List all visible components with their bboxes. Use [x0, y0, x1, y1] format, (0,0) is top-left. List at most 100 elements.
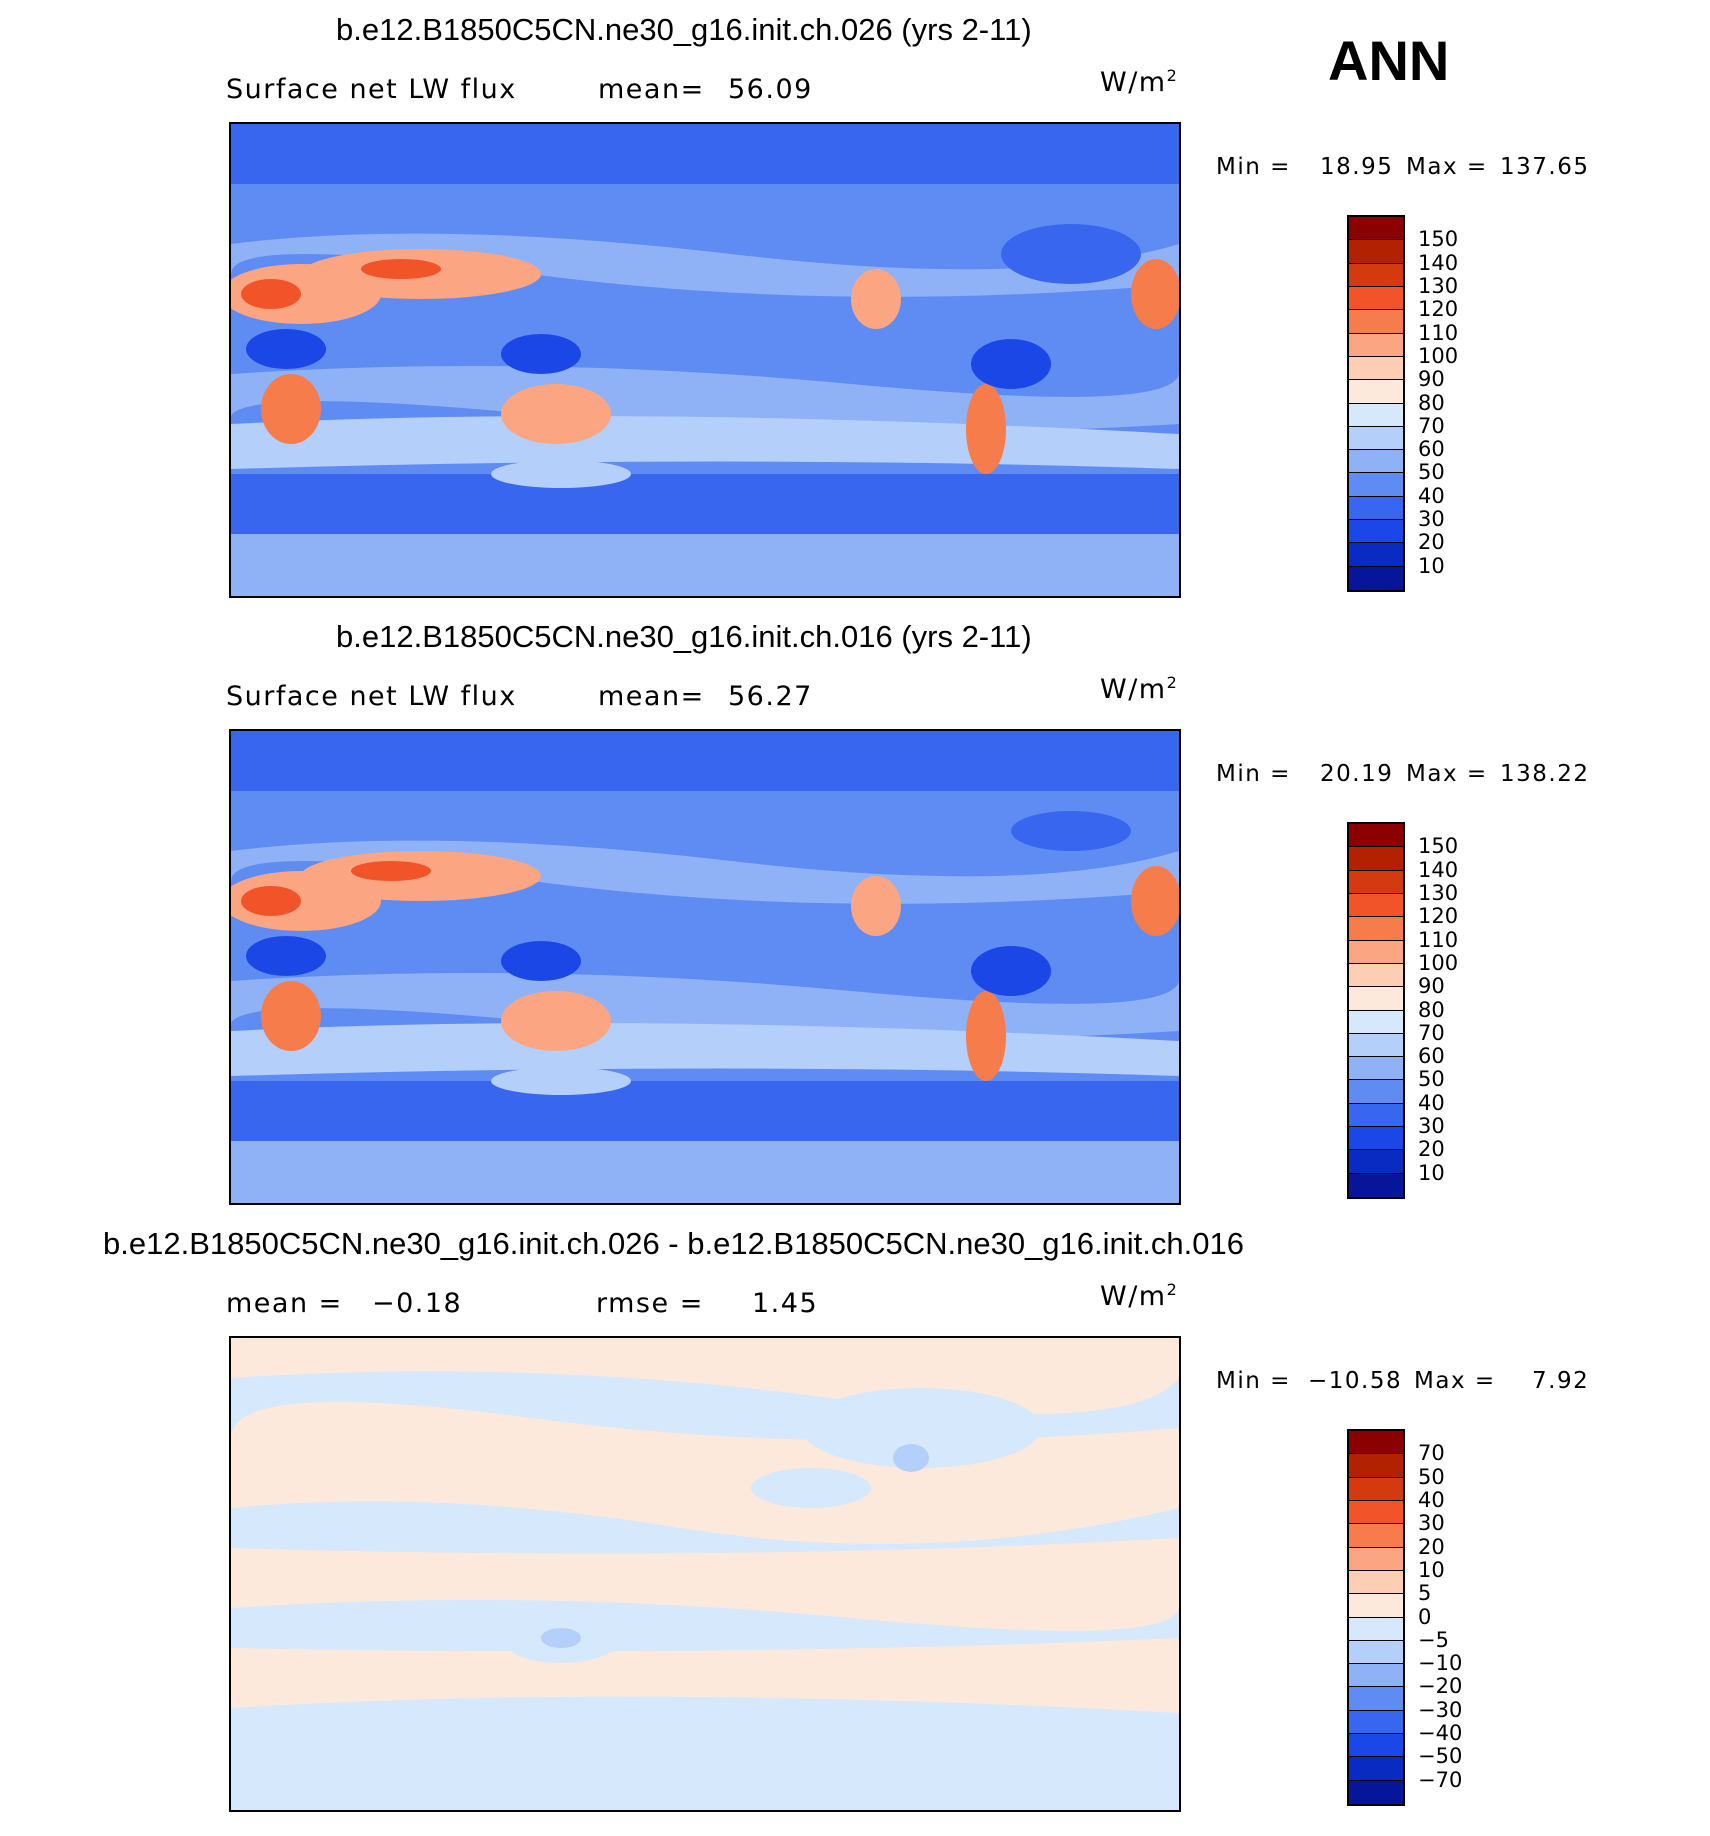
panel1-colorbar-label: 130: [1418, 273, 1459, 298]
panel3-colorbar-cell: [1349, 1524, 1403, 1548]
panel2-colorbar-cell: [1349, 963, 1403, 988]
panel2-colorbar-label: 120: [1418, 904, 1459, 929]
season-label: ANN: [1328, 29, 1450, 92]
panel2-colorbar-label: 10: [1418, 1160, 1445, 1185]
panel2-colorbar-cell: [1349, 1033, 1403, 1058]
panel1-colorbar-label: 50: [1418, 460, 1445, 485]
panel1-max-value: 137.65: [1500, 154, 1590, 180]
panel3-colorbar-cell: [1349, 1757, 1403, 1781]
panel3-colorbar-label: −10: [1418, 1651, 1463, 1676]
panel2-colorbar-label: 150: [1418, 834, 1459, 859]
panel2-colorbar-label: 80: [1418, 997, 1445, 1022]
panel1-colorbar-cell: [1349, 473, 1403, 497]
panel2-colorbar-label: 130: [1418, 880, 1459, 905]
panel3-colorbar-label: −50: [1418, 1744, 1463, 1769]
panel3-colorbar-label: −70: [1418, 1767, 1463, 1792]
panel1-colorbar-label: 10: [1418, 553, 1445, 578]
panel2-colorbar-label: 110: [1418, 927, 1459, 952]
panel2-map: [229, 729, 1181, 1205]
panel1-min-label: Min =: [1216, 154, 1291, 180]
panel1-colorbar-cell: [1349, 310, 1403, 334]
panel2-colorbar-cell: [1349, 824, 1403, 848]
panel1-title: b.e12.B1850C5CN.ne30_g16.init.ch.026 (yr…: [336, 12, 1032, 47]
panel3-colorbar-label: −40: [1418, 1721, 1463, 1746]
panel1-colorbar-cell: [1349, 520, 1403, 544]
panel1-colorbar: [1347, 215, 1405, 592]
panel2-max-label: Max =: [1406, 761, 1488, 787]
panel3-title: b.e12.B1850C5CN.ne30_g16.init.ch.026 - b…: [103, 1226, 1244, 1261]
panel1-colorbar-cell: [1349, 403, 1403, 427]
panel3-rmse-label: rmse =: [596, 1288, 704, 1319]
panel3-colorbar-cell: [1349, 1594, 1403, 1618]
panel1-colorbar-cell: [1349, 356, 1403, 381]
panel1-colorbar-label: 100: [1418, 343, 1459, 368]
panel1-colorbar-label: 120: [1418, 297, 1459, 322]
panel1-colorbar-label: 140: [1418, 250, 1459, 275]
panel2-colorbar-cell: [1349, 1103, 1403, 1128]
panel3-mean-value: −0.18: [372, 1288, 463, 1319]
panel2-colorbar-cell: [1349, 1010, 1403, 1034]
panel3-colorbar-cell: [1349, 1500, 1403, 1525]
panel3-min-label: Min =: [1216, 1368, 1291, 1394]
panel2-field-label: Surface net LW flux: [226, 681, 517, 712]
panel2-colorbar-cell: [1349, 1173, 1403, 1197]
panel2-min-value: 20.19: [1320, 761, 1394, 787]
panel3-colorbar-cell: [1349, 1547, 1403, 1571]
panel1-map: [229, 122, 1181, 598]
panel1-colorbar-cell: [1349, 240, 1403, 264]
panel2-colorbar-cell: [1349, 847, 1403, 871]
panel1-colorbar-label: 60: [1418, 437, 1445, 462]
panel1-colorbar-label: 80: [1418, 390, 1445, 415]
panel2-colorbar-label: 60: [1418, 1044, 1445, 1069]
panel2-colorbar-cell: [1349, 870, 1403, 894]
panel2-mean-value: 56.27: [728, 681, 813, 712]
panel2-title: b.e12.B1850C5CN.ne30_g16.init.ch.016 (yr…: [336, 619, 1032, 654]
panel3-colorbar-cell: [1349, 1780, 1403, 1804]
panel3-max-value: 7.92: [1532, 1368, 1590, 1394]
panel2-colorbar-cell: [1349, 917, 1403, 941]
panel1-colorbar-label: 30: [1418, 507, 1445, 532]
panel1-colorbar-cell: [1349, 286, 1403, 311]
panel2-colorbar-label: 30: [1418, 1114, 1445, 1139]
panel1-colorbar-label: 110: [1418, 320, 1459, 345]
panel3-max-label: Max =: [1414, 1368, 1496, 1394]
panel1-units: W/m2: [1100, 66, 1179, 98]
panel1-colorbar-label: 150: [1418, 227, 1459, 252]
panel1-colorbar-label: 90: [1418, 367, 1445, 392]
panel2-colorbar-cell: [1349, 1080, 1403, 1104]
panel3-mean-label: mean =: [226, 1288, 343, 1319]
panel3-colorbar-label: −30: [1418, 1697, 1463, 1722]
panel2-max-value: 138.22: [1500, 761, 1590, 787]
panel2-min-label: Min =: [1216, 761, 1291, 787]
panel3-colorbar-cell: [1349, 1710, 1403, 1735]
panel3-colorbar-label: −20: [1418, 1674, 1463, 1699]
panel2-colorbar-label: 20: [1418, 1137, 1445, 1162]
panel2-mean-label: mean=: [598, 681, 705, 712]
panel2-colorbar-cell: [1349, 893, 1403, 918]
panel3-colorbar-cell: [1349, 1640, 1403, 1665]
panel3-colorbar-label: 5: [1418, 1581, 1432, 1606]
panel1-colorbar-cell: [1349, 496, 1403, 521]
panel1-colorbar-cell: [1349, 263, 1403, 287]
panel3-colorbar-label: 30: [1418, 1511, 1445, 1536]
panel1-colorbar-label: 40: [1418, 483, 1445, 508]
panel3-colorbar-cell: [1349, 1570, 1403, 1595]
panel1-colorbar-cell: [1349, 566, 1403, 590]
panel1-colorbar-cell: [1349, 543, 1403, 567]
panel1-mean-label: mean=: [598, 74, 705, 105]
panel2-colorbar-cell: [1349, 1057, 1403, 1081]
panel2-colorbar-cell: [1349, 940, 1403, 964]
panel3-colorbar-cell: [1349, 1477, 1403, 1501]
panel2-colorbar-label: 100: [1418, 950, 1459, 975]
panel3-colorbar-label: 10: [1418, 1557, 1445, 1582]
panel1-min-value: 18.95: [1320, 154, 1394, 180]
panel3-colorbar-cell: [1349, 1454, 1403, 1478]
panel3-colorbar-label: 0: [1418, 1604, 1432, 1629]
panel1-mean-value: 56.09: [728, 74, 813, 105]
panel1-max-label: Max =: [1406, 154, 1488, 180]
panel3-colorbar-cell: [1349, 1664, 1403, 1688]
panel1-colorbar-cell: [1349, 380, 1403, 404]
panel3-min-value: −10.58: [1308, 1368, 1403, 1394]
panel3-colorbar-label: 20: [1418, 1534, 1445, 1559]
panel3-colorbar: [1347, 1429, 1405, 1806]
